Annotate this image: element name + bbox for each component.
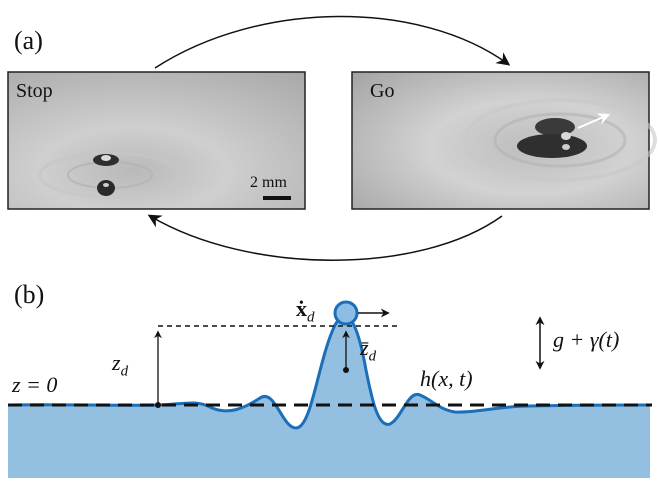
panel-a-label: (a) <box>14 26 43 55</box>
go-photo <box>351 71 657 210</box>
velocity-arrow-white <box>577 113 611 129</box>
stop-photo <box>7 71 306 210</box>
velocity-label: ẋd <box>296 296 315 326</box>
zbar-d-label: z̄d <box>360 335 377 365</box>
droplet <box>333 300 359 326</box>
go-label: Go <box>370 80 395 102</box>
go-to-stop-arrow <box>147 214 503 261</box>
panel-b-label: (b) <box>14 280 45 309</box>
surface-label: h(x, t) <box>420 366 473 391</box>
z-zero-label: z = 0 <box>12 372 58 397</box>
stop-label: Stop <box>16 80 53 102</box>
forcing-label: g + γ(t) <box>553 327 620 352</box>
scale-bar-label: 2 mm <box>250 174 287 191</box>
stop-to-go-arrow <box>154 15 511 69</box>
scale-bar <box>263 196 291 200</box>
zd-label: zd <box>112 350 129 380</box>
